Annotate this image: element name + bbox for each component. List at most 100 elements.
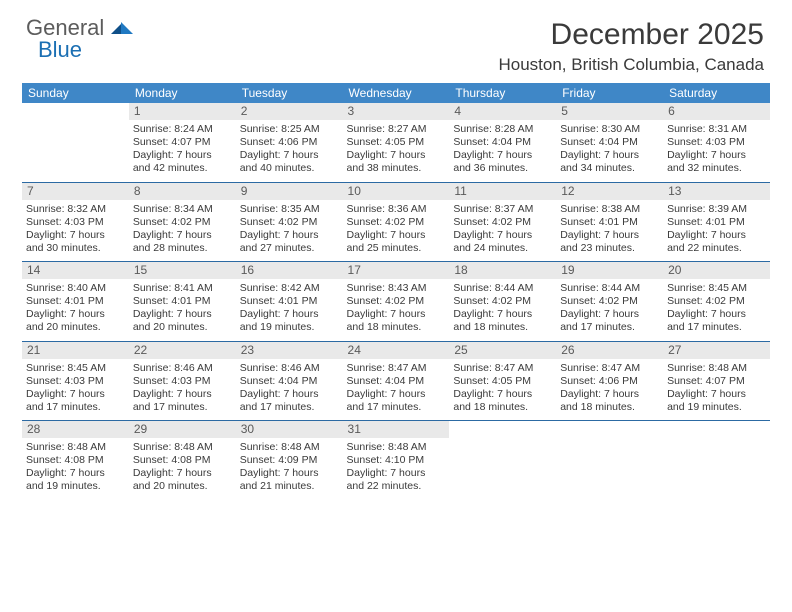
day-number: 29: [129, 421, 236, 438]
day-detail-line: Sunset: 4:01 PM: [26, 295, 125, 308]
calendar-day-cell: 15Sunrise: 8:41 AMSunset: 4:01 PMDayligh…: [129, 262, 236, 342]
day-number: 20: [663, 262, 770, 279]
day-detail-line: Sunrise: 8:47 AM: [560, 362, 659, 375]
weekday-header: Wednesday: [343, 83, 450, 103]
day-detail-line: Sunrise: 8:47 AM: [453, 362, 552, 375]
calendar-day-cell: [556, 421, 663, 500]
calendar-day-cell: 2Sunrise: 8:25 AMSunset: 4:06 PMDaylight…: [236, 103, 343, 182]
day-detail-line: Daylight: 7 hours: [453, 308, 552, 321]
calendar-day-cell: 6Sunrise: 8:31 AMSunset: 4:03 PMDaylight…: [663, 103, 770, 182]
day-detail-line: Daylight: 7 hours: [240, 467, 339, 480]
day-detail-line: Daylight: 7 hours: [347, 229, 446, 242]
day-detail-line: Sunset: 4:08 PM: [133, 454, 232, 467]
day-detail-line: Daylight: 7 hours: [26, 308, 125, 321]
day-detail-line: and 36 minutes.: [453, 162, 552, 175]
day-detail-line: Sunrise: 8:48 AM: [667, 362, 766, 375]
day-detail-line: and 19 minutes.: [26, 480, 125, 493]
day-detail-line: Sunset: 4:01 PM: [133, 295, 232, 308]
day-detail-line: Sunset: 4:08 PM: [26, 454, 125, 467]
calendar-day-cell: 13Sunrise: 8:39 AMSunset: 4:01 PMDayligh…: [663, 182, 770, 262]
weekday-header: Monday: [129, 83, 236, 103]
day-detail-line: Daylight: 7 hours: [560, 149, 659, 162]
day-number: 21: [22, 342, 129, 359]
day-detail-line: Sunrise: 8:36 AM: [347, 203, 446, 216]
day-detail-line: and 20 minutes.: [133, 480, 232, 493]
day-detail-line: Sunrise: 8:37 AM: [453, 203, 552, 216]
calendar-day-cell: 17Sunrise: 8:43 AMSunset: 4:02 PMDayligh…: [343, 262, 450, 342]
day-detail-line: Sunset: 4:01 PM: [560, 216, 659, 229]
day-detail-line: and 23 minutes.: [560, 242, 659, 255]
day-detail-line: and 17 minutes.: [667, 321, 766, 334]
calendar-day-cell: 5Sunrise: 8:30 AMSunset: 4:04 PMDaylight…: [556, 103, 663, 182]
day-detail-line: and 18 minutes.: [453, 321, 552, 334]
calendar-day-cell: 30Sunrise: 8:48 AMSunset: 4:09 PMDayligh…: [236, 421, 343, 500]
day-detail-line: Sunrise: 8:46 AM: [133, 362, 232, 375]
day-detail-line: Sunset: 4:04 PM: [560, 136, 659, 149]
calendar-week-row: 7Sunrise: 8:32 AMSunset: 4:03 PMDaylight…: [22, 182, 770, 262]
day-detail-line: and 20 minutes.: [133, 321, 232, 334]
day-detail-line: Daylight: 7 hours: [133, 229, 232, 242]
day-detail-line: and 20 minutes.: [26, 321, 125, 334]
day-detail-line: Sunrise: 8:41 AM: [133, 282, 232, 295]
day-detail-line: Daylight: 7 hours: [667, 308, 766, 321]
day-detail-line: Sunrise: 8:48 AM: [347, 441, 446, 454]
calendar-day-cell: 14Sunrise: 8:40 AMSunset: 4:01 PMDayligh…: [22, 262, 129, 342]
day-number: 24: [343, 342, 450, 359]
day-detail-line: Sunrise: 8:46 AM: [240, 362, 339, 375]
day-detail-line: Daylight: 7 hours: [240, 388, 339, 401]
day-detail-line: Sunset: 4:04 PM: [240, 375, 339, 388]
day-detail-line: Sunset: 4:06 PM: [240, 136, 339, 149]
calendar-week-row: 28Sunrise: 8:48 AMSunset: 4:08 PMDayligh…: [22, 421, 770, 500]
day-detail-line: Sunset: 4:01 PM: [667, 216, 766, 229]
day-detail-line: Sunrise: 8:48 AM: [240, 441, 339, 454]
day-detail-line: Sunrise: 8:48 AM: [26, 441, 125, 454]
day-number: 13: [663, 183, 770, 200]
calendar-day-cell: 9Sunrise: 8:35 AMSunset: 4:02 PMDaylight…: [236, 182, 343, 262]
calendar-day-cell: 20Sunrise: 8:45 AMSunset: 4:02 PMDayligh…: [663, 262, 770, 342]
day-detail-line: and 22 minutes.: [347, 480, 446, 493]
day-detail-line: and 17 minutes.: [240, 401, 339, 414]
logo-icon: [111, 18, 133, 39]
day-detail-line: Sunrise: 8:27 AM: [347, 123, 446, 136]
calendar-day-cell: 3Sunrise: 8:27 AMSunset: 4:05 PMDaylight…: [343, 103, 450, 182]
day-detail-line: Daylight: 7 hours: [560, 308, 659, 321]
calendar-day-cell: 10 Sunrise: 8:36 AMSunset: 4:02 PMDayligh…: [343, 182, 450, 262]
weekday-header: Saturday: [663, 83, 770, 103]
day-number: 17: [343, 262, 450, 279]
day-detail-line: Sunset: 4:04 PM: [453, 136, 552, 149]
day-detail-line: Sunrise: 8:24 AM: [133, 123, 232, 136]
day-number: 18: [449, 262, 556, 279]
day-detail-line: Daylight: 7 hours: [133, 308, 232, 321]
day-number: 3: [343, 103, 450, 120]
day-detail-line: and 19 minutes.: [240, 321, 339, 334]
day-detail-line: Sunset: 4:03 PM: [667, 136, 766, 149]
calendar-day-cell: 7Sunrise: 8:32 AMSunset: 4:03 PMDaylight…: [22, 182, 129, 262]
day-detail-line: Sunset: 4:01 PM: [240, 295, 339, 308]
calendar-day-cell: 22Sunrise: 8:46 AMSunset: 4:03 PMDayligh…: [129, 341, 236, 421]
day-detail-line: Sunset: 4:02 PM: [347, 216, 446, 229]
day-detail-line: and 17 minutes.: [133, 401, 232, 414]
day-number: 6: [663, 103, 770, 120]
calendar-day-cell: 25Sunrise: 8:47 AMSunset: 4:05 PMDayligh…: [449, 341, 556, 421]
day-detail-line: Sunset: 4:10 PM: [347, 454, 446, 467]
day-detail-line: Sunrise: 8:44 AM: [453, 282, 552, 295]
day-detail-line: Sunrise: 8:25 AM: [240, 123, 339, 136]
day-detail-line: Sunset: 4:09 PM: [240, 454, 339, 467]
day-number: 10: [343, 183, 450, 200]
calendar-day-cell: 11Sunrise: 8:37 AMSunset: 4:02 PMDayligh…: [449, 182, 556, 262]
location-subtitle: Houston, British Columbia, Canada: [22, 55, 764, 75]
day-detail-line: Sunset: 4:02 PM: [240, 216, 339, 229]
weekday-header: Tuesday: [236, 83, 343, 103]
day-number: 14: [22, 262, 129, 279]
day-number: 22: [129, 342, 236, 359]
day-detail-line: and 19 minutes.: [667, 401, 766, 414]
day-number: 8: [129, 183, 236, 200]
calendar-day-cell: 16Sunrise: 8:42 AMSunset: 4:01 PMDayligh…: [236, 262, 343, 342]
day-number: 27: [663, 342, 770, 359]
day-detail-line: Sunset: 4:04 PM: [347, 375, 446, 388]
day-detail-line: Daylight: 7 hours: [347, 467, 446, 480]
day-detail-line: and 25 minutes.: [347, 242, 446, 255]
calendar-day-cell: 12Sunrise: 8:38 AMSunset: 4:01 PMDayligh…: [556, 182, 663, 262]
calendar-day-cell: 24Sunrise: 8:47 AMSunset: 4:04 PMDayligh…: [343, 341, 450, 421]
logo: General Blue: [26, 18, 133, 62]
